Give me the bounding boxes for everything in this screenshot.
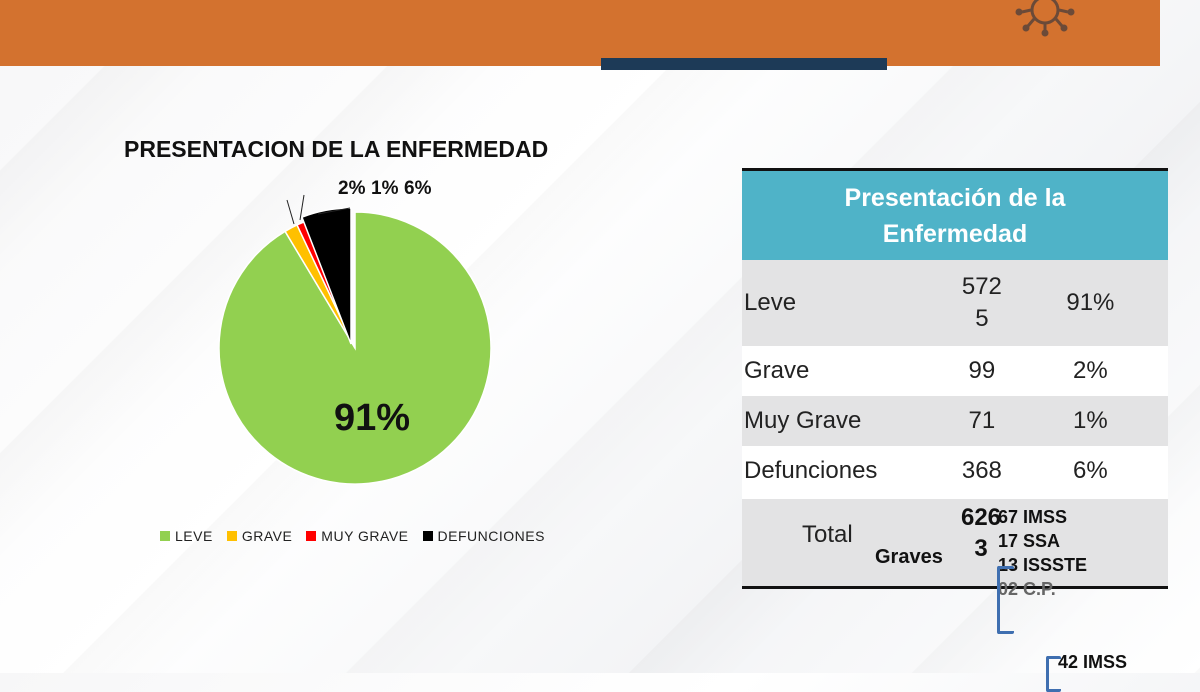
table-row: Muy Grave 71 1% [742,396,1168,446]
graves-label: Graves [875,546,943,568]
header-bar [0,0,1160,66]
note-graves-4: 02 C.P. [998,579,1056,599]
legend-swatch-grave [226,531,237,541]
row-value: 71 [968,407,996,434]
legend-item-muy-grave: MUY GRAVE [306,528,408,544]
note-bottom: 42 IMSS [1058,652,1128,672]
total-label: Total [802,521,853,548]
chart-legend: LEVE GRAVE MUY GRAVE DEFUNCIONES [160,528,545,544]
leader-line [299,194,305,221]
header-underline [601,58,887,70]
virus-icon [1015,0,1075,37]
row-value: 368 [961,457,1002,484]
pie-label-grave: 2% [338,178,366,199]
table-total-row: Total 626 3 Graves [742,499,1168,589]
total-value: 626 3 [960,504,1002,562]
table-row: Leve 572 5 91% [742,260,1168,346]
pie-slice-defunciones [300,207,352,345]
legend-swatch-leve [160,531,170,541]
legend-label-defunciones: DEFUNCIONES [437,528,545,544]
row-label: Grave [744,357,810,384]
row-value: 99 [968,357,996,384]
legend-label-muy-grave: MUY GRAVE [321,528,409,544]
note-graves-3: 13 ISSSTE [998,555,1088,575]
legend-swatch-muy-grave [306,531,317,541]
pie-chart: 91% 2% 1% 6% [218,178,492,485]
row-percent: 1% [1073,407,1108,434]
note-graves-1: 67 IMSS [998,507,1068,527]
row-label: Muy Grave [744,407,862,434]
row-percent: 6% [1073,457,1108,484]
legend-item-defunciones: DEFUNCIONES [422,528,545,544]
summary-table: Presentación de la Enfermedad Leve 572 5… [742,168,1168,589]
row-percent: 91% [1066,289,1115,316]
row-label: Leve [744,289,797,316]
chart-title: PRESENTACION DE LA ENFERMEDAD [124,136,549,162]
pie-label-muy-grave: 1% [371,178,399,199]
bracket-bottom [1046,656,1061,692]
leader-line [317,207,351,215]
legend-label-leve: LEVE [175,528,213,544]
leader-line [286,199,295,225]
legend-label-grave: GRAVE [241,528,293,544]
legend-item-grave: GRAVE [226,528,293,544]
row-spacer [742,496,1168,499]
row-label: Defunciones [744,457,878,484]
table-header: Presentación de la Enfermedad [742,171,1168,260]
row-value: 572 5 [961,273,1002,332]
table-row: Defunciones 368 6% [742,446,1168,496]
bracket-graves [997,566,1014,634]
pie-label-defunciones: 6% [404,178,432,199]
table-row: Grave 99 2% [742,346,1168,396]
pie-label-leve: 91% [334,397,410,439]
legend-swatch-defunciones [422,531,433,541]
table-header-text: Presentación de la Enfermedad [844,183,1066,248]
note-graves-2: 17 SSA [998,531,1061,551]
row-percent: 2% [1073,357,1108,384]
legend-item-leve: LEVE [160,528,213,544]
